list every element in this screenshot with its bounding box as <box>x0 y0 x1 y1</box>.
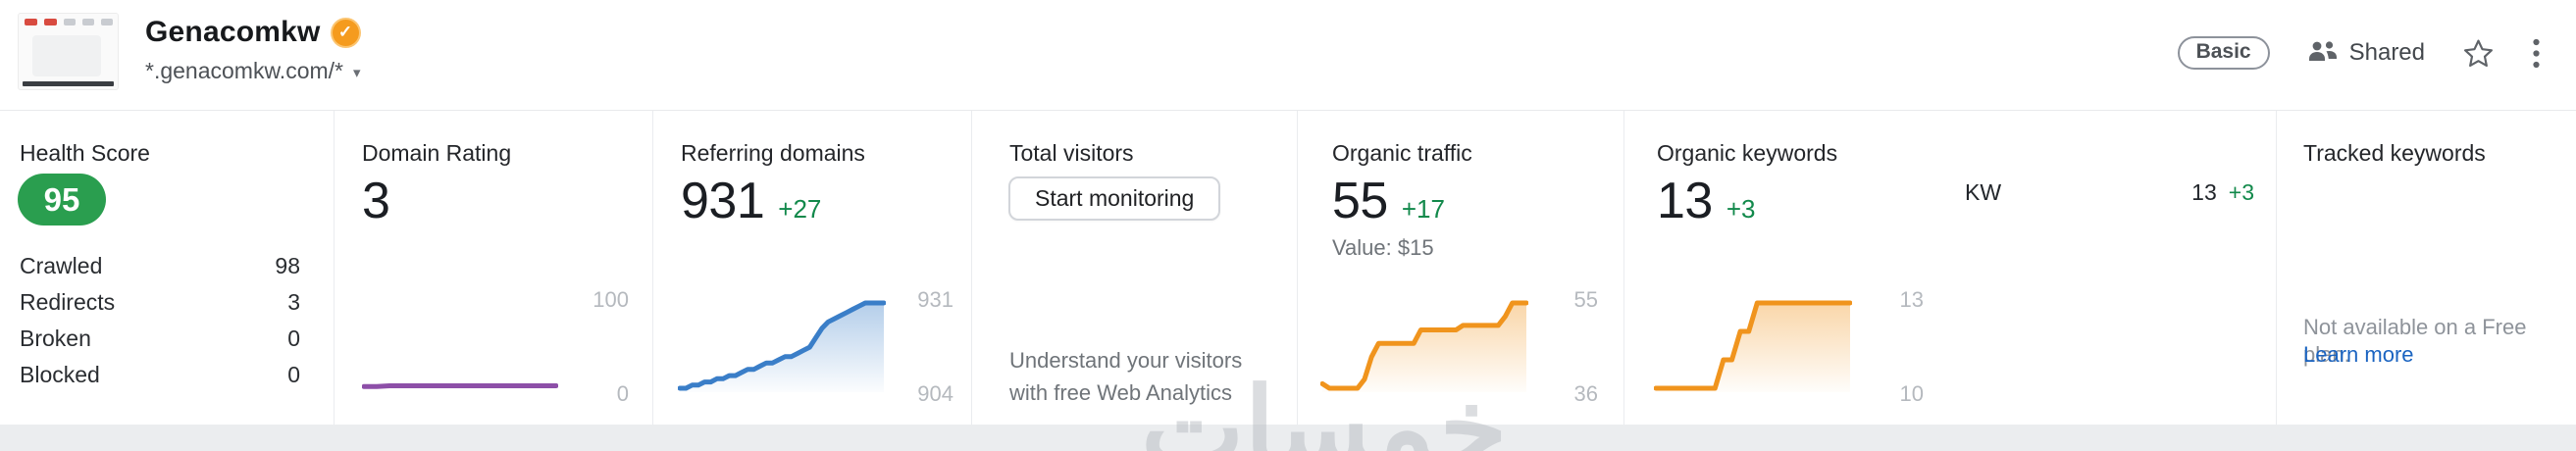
keywords-by-country-list: KW 13 +3 <box>1965 179 2254 206</box>
card-organic-keywords: Organic keywords 13 +3 13 10 KW 13 +3 <box>1623 111 2276 425</box>
referring-domains-value: 931 <box>681 173 765 229</box>
organic-traffic-value: 55 <box>1332 173 1388 229</box>
domain-rating-title: Domain Rating <box>362 140 512 166</box>
stat-row-blocked: Blocked 0 <box>20 357 300 393</box>
thumbnail-decoration <box>25 19 118 25</box>
country-row-kw: KW 13 +3 <box>1965 179 2254 206</box>
scope-label: *.genacomkw.com/* <box>145 58 343 83</box>
thumbnail-footer <box>23 81 114 86</box>
shared-button[interactable]: Shared <box>2307 39 2425 67</box>
organic-keywords-title: Organic keywords <box>1657 140 1838 166</box>
health-score-title: Health Score <box>20 140 150 166</box>
organic-traffic-delta: +17 <box>1401 194 1445 224</box>
stat-row-broken: Broken 0 <box>20 321 300 357</box>
stat-row-redirects: Redirects 3 <box>20 284 300 321</box>
free-plan-note: Not available on a Free plan. <box>2303 315 2527 367</box>
stat-value: 0 <box>287 326 300 351</box>
stat-value: 0 <box>287 362 300 387</box>
country-delta: +3 <box>2228 179 2254 205</box>
health-score-badge[interactable]: 95 <box>18 174 106 226</box>
start-monitoring-button[interactable]: Start monitoring <box>1008 176 1221 221</box>
stat-value: 98 <box>275 253 300 278</box>
stat-label: Broken <box>20 326 91 351</box>
organic-keywords-sparkline <box>1654 299 1852 392</box>
card-organic-traffic: Organic traffic 55 +17 Value: $15 55 36 <box>1297 111 1623 425</box>
referring-domains-axis: 931 904 <box>917 287 953 407</box>
stat-value: 3 <box>287 289 300 315</box>
referring-domains-sparkline <box>678 299 886 392</box>
tracked-keywords-title: Tracked keywords <box>2303 140 2486 166</box>
stat-label: Crawled <box>20 253 103 278</box>
card-referring-domains: Referring domains 931 +27 931 904 <box>652 111 971 425</box>
thumbnail-content <box>32 35 101 76</box>
card-tracked-keywords: Tracked keywords Not available on a Free… <box>2276 111 2576 425</box>
organic-traffic-dollar-value: Value: $15 <box>1332 235 1434 260</box>
stat-row-crawled: Crawled 98 <box>20 248 300 284</box>
card-health-score: Health Score 95 Crawled 98 Redirects 3 B… <box>0 111 334 425</box>
referring-domains-delta: +27 <box>778 194 822 224</box>
total-visitors-title: Total visitors <box>1009 140 1134 166</box>
favorite-star-icon[interactable] <box>2462 37 2495 70</box>
verified-badge-icon: ✓ <box>332 19 359 46</box>
card-total-visitors: Total visitors Start monitoring Understa… <box>971 111 1297 425</box>
plan-badge: Basic <box>2177 36 2270 70</box>
axis-max-label: 931 <box>917 287 953 312</box>
organic-keywords-delta: +3 <box>1726 194 1756 224</box>
chevron-down-icon: ▾ <box>352 65 361 81</box>
stat-label: Redirects <box>20 289 116 315</box>
axis-min-label: 10 <box>1899 381 1924 406</box>
domain-rating-sparkline <box>362 302 558 392</box>
shared-label: Shared <box>2348 39 2425 66</box>
axis-max-label: 13 <box>1899 287 1924 312</box>
crawl-stats-list: Crawled 98 Redirects 3 Broken 0 Blocked … <box>20 248 300 393</box>
kebab-menu-icon[interactable] <box>2532 38 2541 69</box>
learn-more-link[interactable]: Learn more <box>2303 342 2414 367</box>
title-block: Genacomkw ✓ *.genacomkw.com/* ▾ <box>145 16 361 84</box>
web-analytics-hint: Understand your visitors with free Web A… <box>1009 348 1243 405</box>
country-code: KW <box>1965 179 2002 205</box>
organic-keywords-value: 13 <box>1657 173 1713 229</box>
axis-max-label: 100 <box>592 287 629 312</box>
header: Genacomkw ✓ *.genacomkw.com/* ▾ Basic <box>0 0 2576 111</box>
domain-rating-axis: 100 0 <box>592 287 629 407</box>
next-section-strip <box>0 425 2576 451</box>
stat-label: Blocked <box>20 362 100 387</box>
organic-traffic-title: Organic traffic <box>1332 140 1472 166</box>
organic-keywords-axis: 13 10 <box>1855 287 1924 407</box>
axis-min-label: 0 <box>616 381 629 406</box>
header-actions: Basic Shared <box>2177 36 2541 70</box>
organic-traffic-sparkline <box>1320 299 1528 392</box>
card-domain-rating: Domain Rating 3 100 0 <box>334 111 652 425</box>
axis-min-label: 904 <box>917 381 953 406</box>
metrics-row: Health Score 95 Crawled 98 Redirects 3 B… <box>0 111 2576 425</box>
people-icon <box>2307 40 2339 67</box>
organic-traffic-axis: 55 36 <box>1574 287 1598 407</box>
country-value: 13 <box>2191 179 2217 205</box>
domain-rating-value: 3 <box>362 173 390 229</box>
referring-domains-title: Referring domains <box>681 140 865 166</box>
page-title: Genacomkw <box>145 16 321 48</box>
axis-min-label: 36 <box>1573 381 1598 406</box>
axis-max-label: 55 <box>1573 287 1598 312</box>
scope-selector[interactable]: *.genacomkw.com/* ▾ <box>145 58 361 84</box>
site-thumbnail[interactable] <box>18 13 119 90</box>
